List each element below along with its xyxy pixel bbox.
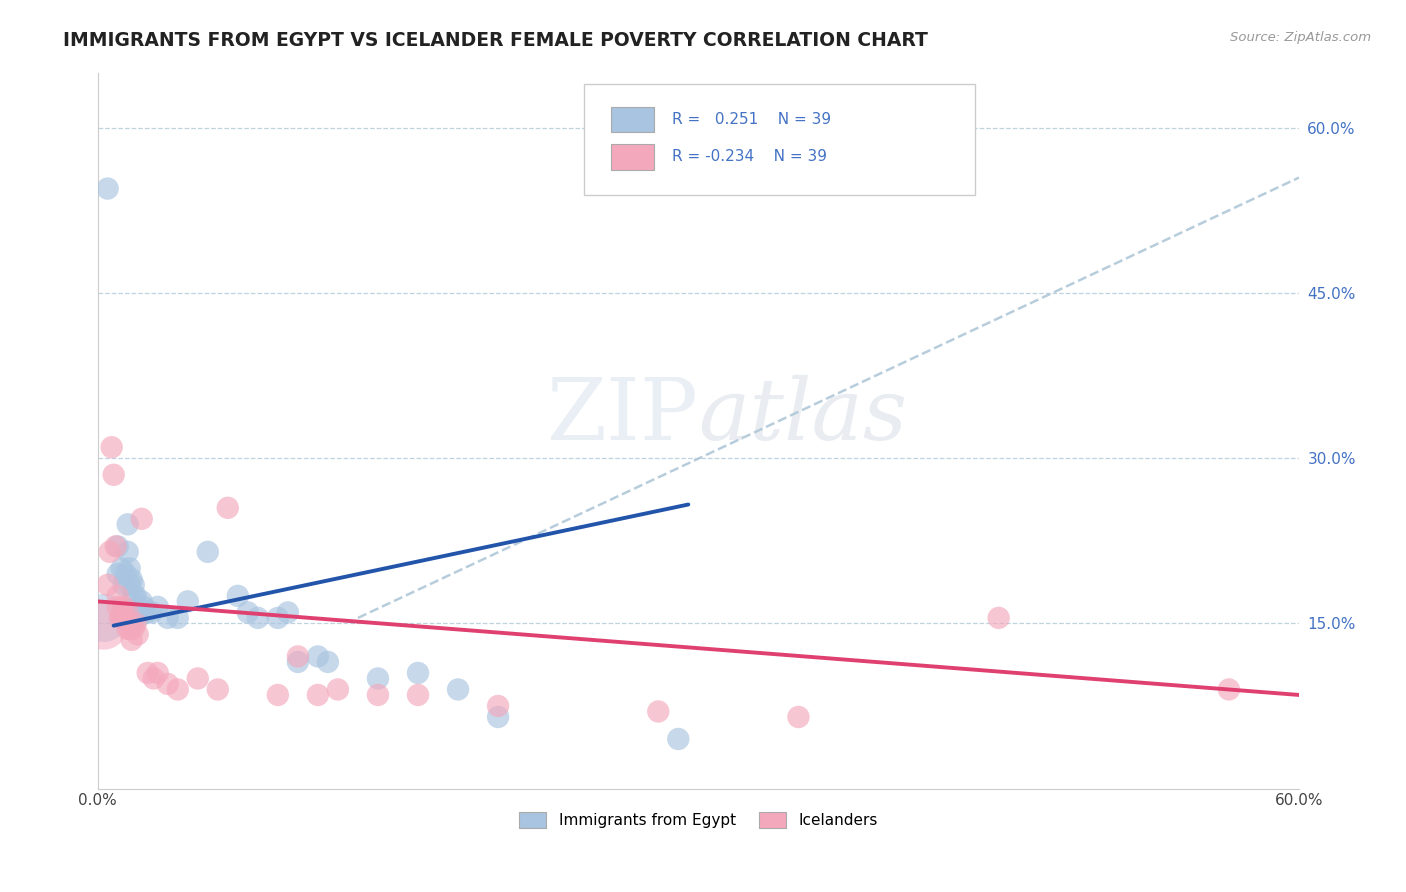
Point — [131, 594, 153, 608]
Point — [486, 698, 509, 713]
Point — [287, 649, 309, 664]
Point — [114, 566, 136, 581]
Point — [104, 539, 127, 553]
Point — [107, 539, 129, 553]
Point — [107, 566, 129, 581]
Point — [647, 705, 669, 719]
Point — [112, 611, 135, 625]
Point — [156, 611, 179, 625]
Point — [447, 682, 470, 697]
Point — [316, 655, 339, 669]
Point — [125, 589, 148, 603]
Point — [987, 611, 1010, 625]
Point — [217, 500, 239, 515]
Point — [98, 545, 121, 559]
Point — [118, 578, 141, 592]
Point — [107, 589, 129, 603]
Point — [246, 611, 269, 625]
Point — [108, 611, 131, 625]
Bar — [610, 144, 654, 169]
Point — [112, 599, 135, 614]
Point — [207, 682, 229, 697]
Point — [136, 606, 159, 620]
Point — [132, 599, 155, 614]
Point — [112, 578, 135, 592]
Point — [117, 517, 139, 532]
Point — [107, 599, 129, 614]
Point — [307, 688, 329, 702]
Point — [117, 606, 139, 620]
Point — [97, 578, 120, 592]
Point — [177, 594, 200, 608]
Point — [197, 545, 219, 559]
Point — [787, 710, 810, 724]
Point — [367, 672, 389, 686]
Point — [236, 606, 259, 620]
Point — [146, 665, 169, 680]
Text: IMMIGRANTS FROM EGYPT VS ICELANDER FEMALE POVERTY CORRELATION CHART: IMMIGRANTS FROM EGYPT VS ICELANDER FEMAL… — [63, 31, 928, 50]
Point — [125, 616, 148, 631]
Point — [277, 606, 299, 620]
Point — [267, 688, 290, 702]
Point — [100, 440, 122, 454]
Point — [121, 573, 143, 587]
Point — [141, 606, 163, 620]
Point — [111, 561, 134, 575]
Point — [117, 545, 139, 559]
Point — [187, 672, 209, 686]
Point — [367, 688, 389, 702]
Point — [326, 682, 349, 697]
Text: R = -0.234    N = 39: R = -0.234 N = 39 — [672, 149, 827, 164]
Text: R =   0.251    N = 39: R = 0.251 N = 39 — [672, 112, 831, 127]
Point — [156, 677, 179, 691]
Point — [117, 622, 139, 636]
Point — [666, 731, 689, 746]
Point — [166, 611, 188, 625]
Point — [118, 561, 141, 575]
FancyBboxPatch shape — [585, 84, 974, 194]
Point — [166, 682, 188, 697]
Point — [97, 181, 120, 195]
Point — [287, 655, 309, 669]
Point — [114, 611, 136, 625]
Point — [128, 606, 150, 620]
Point — [122, 622, 145, 636]
Point — [1218, 682, 1240, 697]
Point — [226, 589, 249, 603]
Point — [127, 627, 149, 641]
Point — [127, 599, 149, 614]
Point — [267, 611, 290, 625]
Bar — [610, 107, 654, 132]
Point — [127, 611, 149, 625]
Point — [406, 688, 429, 702]
Text: Source: ZipAtlas.com: Source: ZipAtlas.com — [1230, 31, 1371, 45]
Legend: Immigrants from Egypt, Icelanders: Immigrants from Egypt, Icelanders — [513, 806, 884, 835]
Text: atlas: atlas — [699, 376, 907, 458]
Text: ZIP: ZIP — [547, 375, 699, 458]
Point — [122, 578, 145, 592]
Point — [136, 665, 159, 680]
Point — [486, 710, 509, 724]
Point — [121, 632, 143, 647]
Point — [111, 611, 134, 625]
Point — [142, 672, 165, 686]
Point — [307, 649, 329, 664]
Point — [93, 611, 115, 625]
Point — [146, 599, 169, 614]
Point — [118, 622, 141, 636]
Point — [103, 467, 125, 482]
Point — [122, 589, 145, 603]
Point — [406, 665, 429, 680]
Point — [93, 618, 115, 632]
Point — [131, 512, 153, 526]
